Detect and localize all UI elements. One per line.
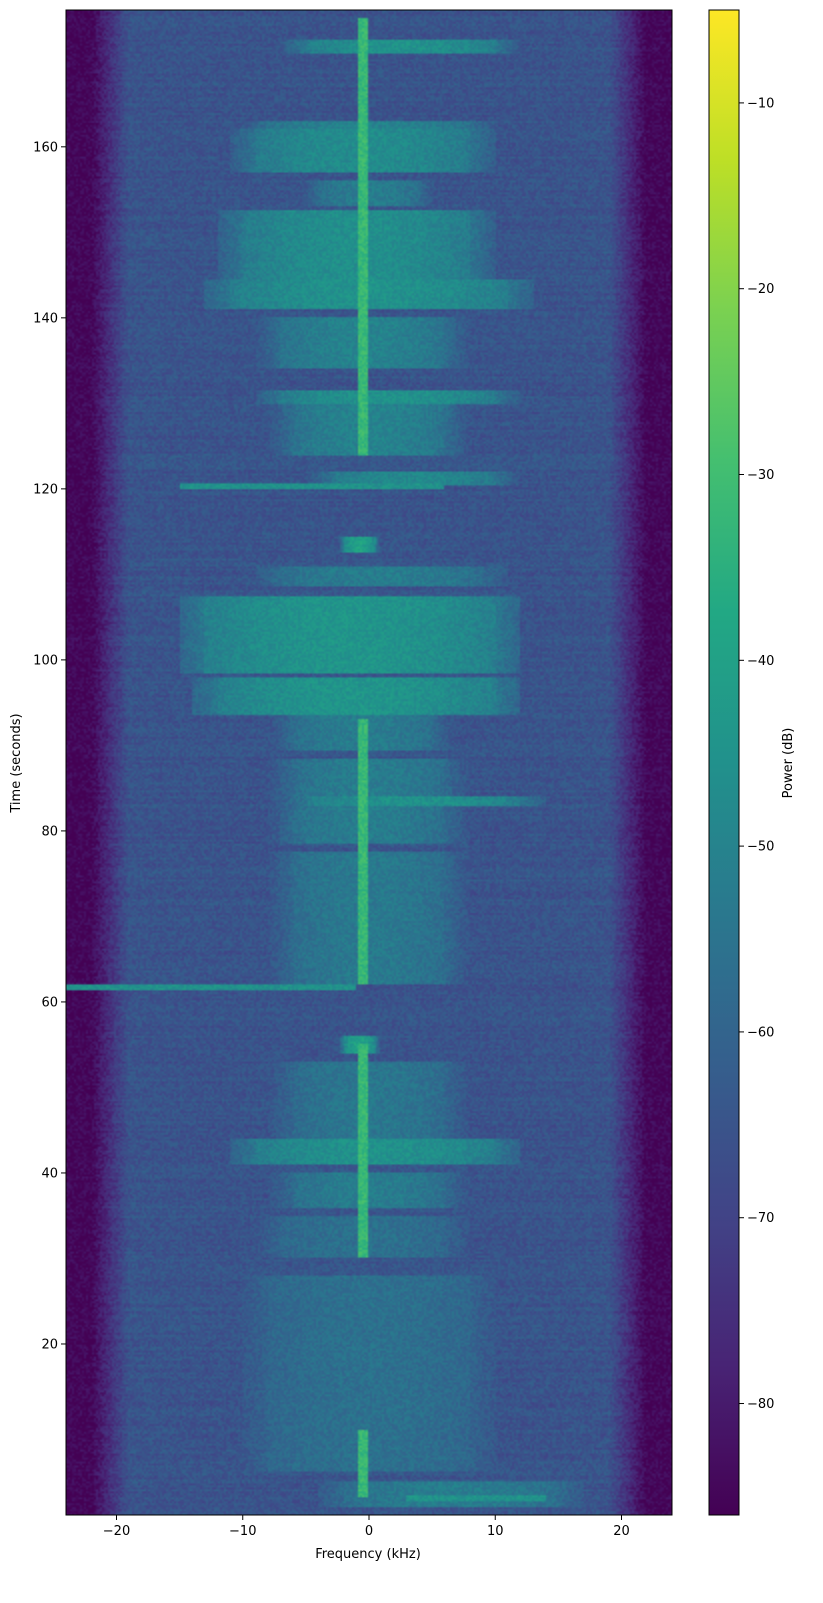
colorbar-tick-label: −20 bbox=[747, 282, 774, 297]
colorbar-tick-label: −40 bbox=[747, 654, 774, 669]
x-tick-label: 0 bbox=[365, 1524, 373, 1539]
y-axis-ticks: 20 40 60 80 100 120 140 160 bbox=[33, 140, 66, 1352]
colorbar-tick-label: −80 bbox=[747, 1397, 774, 1412]
y-tick-label: 120 bbox=[33, 482, 58, 497]
colorbar: −10 −20 −30 −40 −50 −60 −70 −80 Power (dB) bbox=[708, 9, 796, 1516]
colorbar-ticks: −10 −20 −30 −40 −50 −60 −70 −80 bbox=[739, 96, 774, 1412]
colorbar-tick-label: −50 bbox=[747, 840, 774, 855]
x-axis-ticks: −20 −10 0 10 20 bbox=[103, 1515, 630, 1539]
colorbar-tick-label: −10 bbox=[747, 96, 774, 111]
colorbar-label: Power (dB) bbox=[781, 728, 796, 799]
colorbar-tick-label: −60 bbox=[747, 1025, 774, 1040]
y-tick-label: 80 bbox=[41, 824, 58, 839]
y-tick-label: 100 bbox=[33, 653, 58, 668]
y-tick-label: 40 bbox=[41, 1166, 58, 1181]
colorbar-tick-label: −70 bbox=[747, 1211, 774, 1226]
colorbar-gradient bbox=[708, 9, 740, 1516]
y-tick-label: 60 bbox=[41, 995, 58, 1010]
x-axis-label: Frequency (kHz) bbox=[315, 1547, 421, 1562]
y-tick-label: 140 bbox=[33, 311, 58, 326]
y-tick-label: 20 bbox=[41, 1337, 58, 1352]
y-tick-label: 160 bbox=[33, 140, 58, 155]
spectrogram-heatmap bbox=[66, 10, 672, 1515]
colorbar-tick-label: −30 bbox=[747, 468, 774, 483]
x-tick-label: −10 bbox=[229, 1524, 256, 1539]
x-tick-label: 10 bbox=[487, 1524, 504, 1539]
x-tick-label: 20 bbox=[613, 1524, 630, 1539]
y-axis-label: Time (seconds) bbox=[9, 713, 24, 813]
x-tick-label: −20 bbox=[103, 1524, 130, 1539]
spectrogram-plot-area bbox=[65, 9, 673, 1516]
